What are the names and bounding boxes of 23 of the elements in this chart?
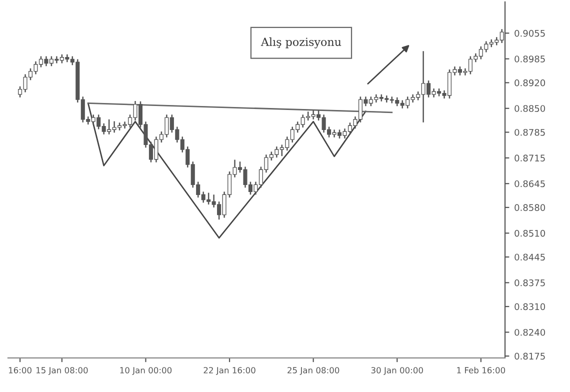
y-tick-label: 0.8645 — [514, 180, 545, 188]
x-tick-label: 15 Jan 08:00 — [36, 367, 88, 375]
y-tick-label: 0.8510 — [514, 230, 546, 237]
x-tick-label: 16:00 — [8, 367, 32, 374]
y-tick-label: 0.9055 — [514, 30, 545, 37]
x-tick-label: 22 Jan 16:00 — [204, 367, 256, 375]
x-tick-label: 30 Jan 00:00 — [371, 367, 423, 375]
y-tick-label: 0.8985 — [514, 56, 545, 62]
x-tick-label: 25 Jan 08:00 — [288, 367, 340, 375]
y-tick-label: 0.8445 — [514, 254, 545, 261]
annotation: Alış pozisyonu — [260, 37, 342, 48]
y-tick-label: 0.8310 — [514, 303, 546, 310]
y-tick-label: 0.8175 — [514, 352, 545, 360]
x-tick-label: 10 Jan 00:00 — [120, 367, 172, 375]
y-tick-label: 0.8850 — [514, 105, 546, 112]
line-series — [87, 102, 366, 239]
y-tick-label: 0.8920 — [514, 79, 546, 86]
y-tick-label: 0.8715 — [514, 154, 545, 162]
x-tick-label: 1 Feb 16:00 — [457, 366, 506, 374]
y-tick-label: 0.8375 — [514, 279, 545, 286]
y-tick-label: 0.8580 — [514, 204, 546, 212]
y-tick-label: 0.8240 — [514, 328, 546, 336]
y-tick-label: 0.8785 — [514, 128, 545, 136]
